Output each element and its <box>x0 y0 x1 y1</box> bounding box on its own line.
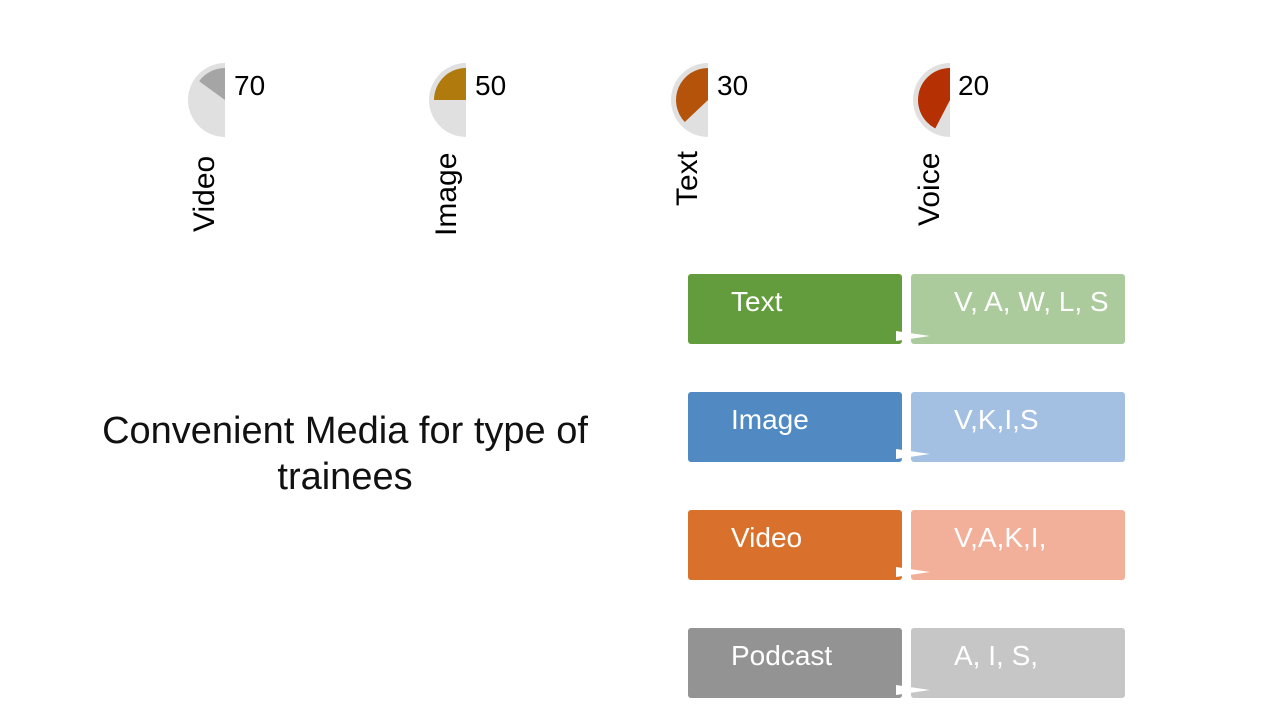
trainee-types-box: V, A, W, L, S <box>911 274 1125 344</box>
arrow-icon <box>896 331 930 341</box>
category-label-image: Image <box>430 152 463 236</box>
media-box-podcast: Podcast <box>688 628 902 698</box>
pie-charts <box>188 63 950 137</box>
arrow-icon <box>896 685 930 695</box>
value-label-video: 70 <box>234 70 266 101</box>
category-label-text: Text <box>671 150 704 206</box>
pie-slice-image <box>434 68 466 100</box>
trainee-types-box: A, I, S, <box>911 628 1125 698</box>
arrow-icon <box>896 567 930 577</box>
arrow-icon <box>896 449 930 459</box>
value-label-text: 30 <box>717 70 749 101</box>
pie-slice-text <box>676 68 708 123</box>
category-label-voice: Voice <box>913 152 946 226</box>
trainee-types-box: V,K,I,S <box>911 392 1125 462</box>
media-box-image: Image <box>688 392 902 462</box>
pie-slice-voice <box>918 68 950 129</box>
pie-slice-video <box>199 68 225 100</box>
value-label-voice: 20 <box>958 70 990 101</box>
trainee-types-box: V,A,K,I, <box>911 510 1125 580</box>
slide-title: Convenient Media for type of trainees <box>102 410 588 498</box>
media-box-text: Text <box>688 274 902 344</box>
media-box-video: Video <box>688 510 902 580</box>
category-label-video: Video <box>188 155 221 232</box>
value-label-image: 50 <box>475 70 507 101</box>
